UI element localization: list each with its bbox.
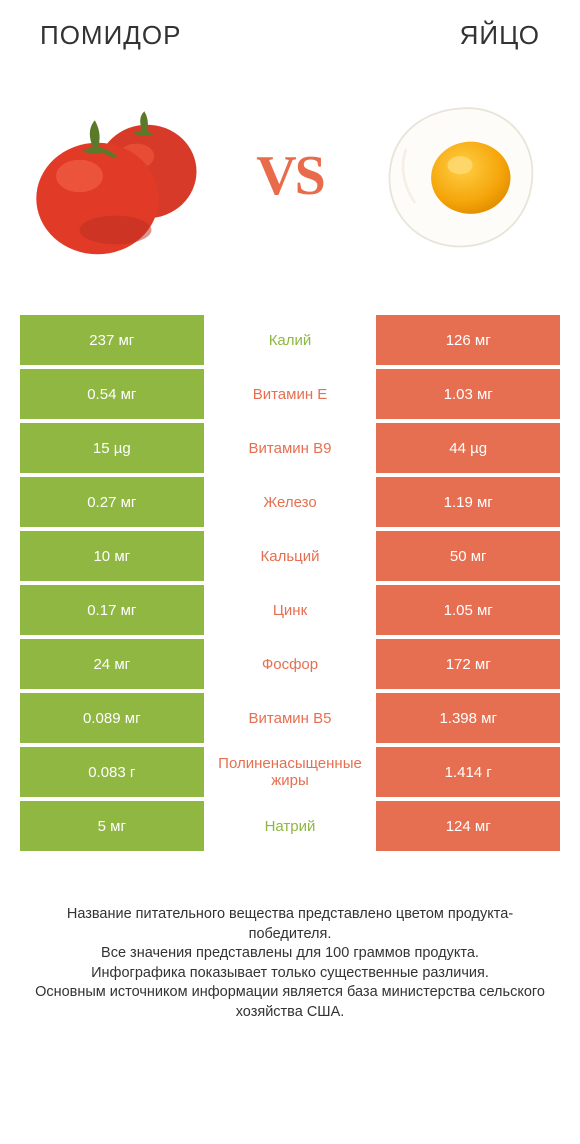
table-row: 15 µgВитамин B944 µg [20, 423, 560, 473]
nutrient-name-cell: Витамин B5 [204, 693, 377, 743]
table-row: 10 мгКальций50 мг [20, 531, 560, 581]
right-value-cell: 1.398 мг [376, 693, 560, 743]
right-value-cell: 50 мг [376, 531, 560, 581]
left-food-title: ПОМИДОР [40, 20, 181, 51]
left-value-cell: 0.083 г [20, 747, 204, 797]
left-value-cell: 0.17 мг [20, 585, 204, 635]
nutrient-name-cell: Полиненасыщенные жиры [204, 747, 377, 797]
right-value-cell: 1.05 мг [376, 585, 560, 635]
fried-egg-icon [370, 86, 550, 266]
table-row: 0.17 мгЦинк1.05 мг [20, 585, 560, 635]
nutrient-name-cell: Натрий [204, 801, 377, 851]
left-value-cell: 0.54 мг [20, 369, 204, 419]
left-value-cell: 237 мг [20, 315, 204, 365]
nutrient-name-cell: Витамин B9 [204, 423, 377, 473]
header-row: ПОМИДОР ЯЙЦО [0, 0, 580, 61]
footnote-line: Название питательного вещества представл… [30, 905, 550, 944]
table-row: 0.089 мгВитамин B51.398 мг [20, 693, 560, 743]
images-row: VS [0, 61, 580, 311]
left-value-cell: 5 мг [20, 801, 204, 851]
table-row: 237 мгКалий126 мг [20, 315, 560, 365]
nutrient-name-cell: Калий [204, 315, 377, 365]
right-value-cell: 44 µg [376, 423, 560, 473]
table-row: 0.54 мгВитамин E1.03 мг [20, 369, 560, 419]
right-value-cell: 172 мг [376, 639, 560, 689]
nutrient-name-cell: Цинк [204, 585, 377, 635]
infographic-container: ПОМИДОР ЯЙЦО VS [0, 0, 580, 1144]
left-value-cell: 24 мг [20, 639, 204, 689]
footnote-line: Инфографика показывает только существенн… [30, 964, 550, 984]
nutrition-table-wrap: 237 мгКалий126 мг0.54 мгВитамин E1.03 мг… [0, 311, 580, 855]
table-row: 0.083 гПолиненасыщенные жиры1.414 г [20, 747, 560, 797]
nutrient-name-cell: Витамин E [204, 369, 377, 419]
left-value-cell: 0.089 мг [20, 693, 204, 743]
nutrient-name-cell: Железо [204, 477, 377, 527]
tomato-icon [30, 86, 210, 266]
footnote-line: Все значения представлены для 100 граммо… [30, 944, 550, 964]
table-row: 0.27 мгЖелезо1.19 мг [20, 477, 560, 527]
table-row: 24 мгФосфор172 мг [20, 639, 560, 689]
left-value-cell: 10 мг [20, 531, 204, 581]
nutrient-name-cell: Фосфор [204, 639, 377, 689]
vs-label: VS [256, 144, 324, 208]
right-value-cell: 1.03 мг [376, 369, 560, 419]
right-value-cell: 1.414 г [376, 747, 560, 797]
right-value-cell: 1.19 мг [376, 477, 560, 527]
right-value-cell: 124 мг [376, 801, 560, 851]
right-value-cell: 126 мг [376, 315, 560, 365]
nutrient-name-cell: Кальций [204, 531, 377, 581]
right-food-title: ЯЙЦО [460, 20, 540, 51]
left-value-cell: 0.27 мг [20, 477, 204, 527]
footnote-text: Название питательного вещества представл… [0, 855, 580, 1022]
footnote-line: Основным источником информации является … [30, 983, 550, 1022]
table-row: 5 мгНатрий124 мг [20, 801, 560, 851]
nutrition-table: 237 мгКалий126 мг0.54 мгВитамин E1.03 мг… [20, 311, 560, 855]
left-value-cell: 15 µg [20, 423, 204, 473]
